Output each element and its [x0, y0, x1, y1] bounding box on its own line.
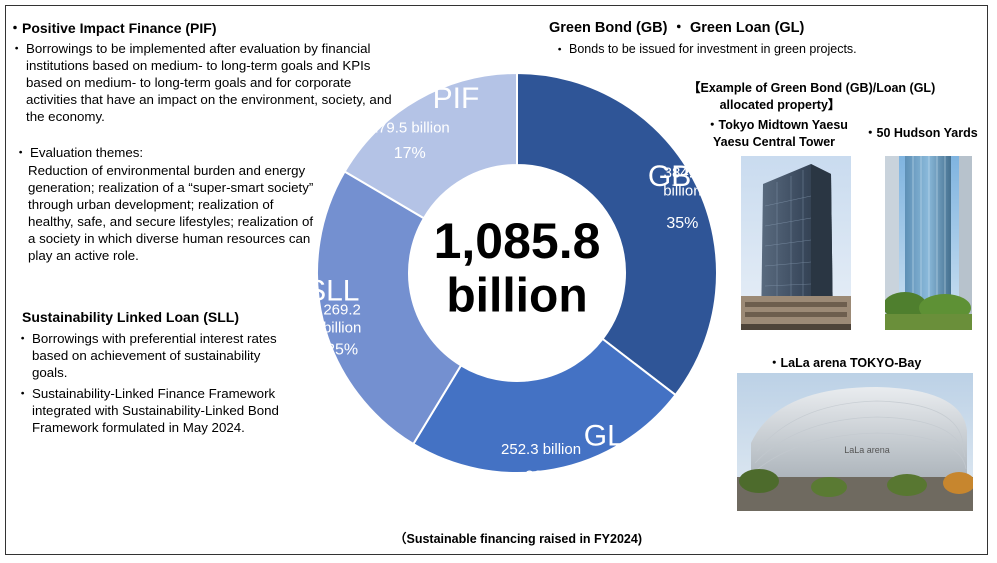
- slice-label-pif: PIF: [433, 82, 480, 115]
- center-unit: billion: [446, 270, 587, 323]
- bullet-mark: ・: [16, 331, 30, 346]
- bullet-mark: ・: [14, 145, 28, 160]
- tokyo-midtown-yaesu-photo: [741, 156, 851, 330]
- hudson-yards-photo: [885, 156, 972, 330]
- slice-gl: [411, 337, 677, 474]
- text-line: Reduction of environmental burden and en…: [28, 163, 306, 178]
- text-line: play an active role.: [28, 248, 139, 263]
- text-line: Borrowings with preferential interest ra…: [32, 331, 277, 346]
- slice-label-sll: SLL: [306, 275, 359, 308]
- text-line: Borrowings to be implemented after evalu…: [26, 41, 371, 56]
- text-line: Sustainability-Linked Finance Framework: [32, 386, 276, 401]
- slice-percent-pif: 17%: [394, 145, 426, 162]
- slice-amount-unit-sll: billion: [323, 319, 361, 336]
- bullet-mark: ・: [10, 41, 24, 56]
- text-line: goals.: [32, 365, 68, 380]
- center-total: 1,085.8: [434, 213, 601, 269]
- sll-bullet-2-text: Sustainability-Linked Finance Framework …: [32, 385, 322, 436]
- text-line: through urban development; realization o…: [28, 197, 274, 212]
- slice-percent-gl: 23%: [525, 468, 557, 485]
- property-1-name-line2: Yaesu Central Tower: [713, 135, 836, 149]
- slice-label-gl: GL: [584, 420, 624, 453]
- property-1-name-line1: ・Tokyo Midtown Yaesu: [706, 118, 848, 132]
- sll-bullet-1-text: Borrowings with preferential interest ra…: [32, 330, 322, 381]
- lala-arena-photo: LaLa arena: [737, 373, 973, 511]
- slice-pif: [343, 71, 518, 220]
- text-line: based on medium- to long-term goals and …: [26, 75, 352, 90]
- text-line: institutions based on medium- to long-te…: [26, 58, 371, 73]
- bullet-mark: ・: [16, 386, 30, 401]
- text-line: healthy, safe, and secure lifestyles; re…: [28, 214, 314, 229]
- slice-label-gb: GB: [648, 160, 691, 193]
- slice-gb: [516, 71, 718, 397]
- text-line: Framework formulated in May 2024.: [32, 420, 245, 435]
- text-line: based on achievement of sustainability: [32, 348, 261, 363]
- example-title-line2: allocated property】: [719, 98, 841, 112]
- slice-amount-gb: 384.8: [664, 165, 702, 182]
- slice-amount-unit-gb: billion: [663, 183, 701, 200]
- text-line: generation; realization of a “super-smar…: [28, 180, 314, 195]
- sll-heading: Sustainability Linked Loan (SLL): [22, 309, 240, 325]
- slice-percent-gb: 35%: [666, 215, 698, 232]
- pif-themes-text: Reduction of environmental burden and en…: [28, 162, 328, 264]
- example-title-line1: 【Example of Green Bond (GB)/Loan (GL): [688, 81, 936, 95]
- text-line: integrated with Sustainability-Linked Bo…: [32, 403, 279, 418]
- arena-sign: LaLa arena: [844, 445, 890, 455]
- slice-amount-pif: 179.5 billion: [370, 120, 450, 137]
- green-heading: Green Bond (GB) ・ Green Loan (GL): [549, 20, 805, 36]
- pif-themes-title: Evaluation themes:: [30, 145, 144, 160]
- text-line: a society in which diverse human resourc…: [28, 231, 311, 246]
- property-3-name: ・LaLa arena TOKYO-Bay: [768, 356, 922, 370]
- figure-frame: [5, 5, 988, 555]
- pif-bullet-1-text: Borrowings to be implemented after evalu…: [26, 40, 406, 125]
- text-line: activities that have an impact on the en…: [26, 92, 392, 107]
- bullet-mark: ・: [553, 42, 567, 57]
- text-line: the economy.: [26, 109, 105, 124]
- slice-sll: [316, 170, 463, 446]
- property-2-name: ・50 Hudson Yards: [864, 126, 978, 140]
- chart-caption: （Sustainable financing raised in FY2024): [394, 532, 642, 546]
- slice-amount-sll: 269.2: [323, 301, 361, 318]
- slice-percent-sll: 25%: [326, 342, 358, 359]
- green-bullet-text: Bonds to be issued for investment in gre…: [569, 42, 857, 56]
- slice-amount-gl: 252.3 billion: [501, 441, 581, 458]
- pif-heading: ・Positive Impact Finance (PIF): [8, 20, 217, 36]
